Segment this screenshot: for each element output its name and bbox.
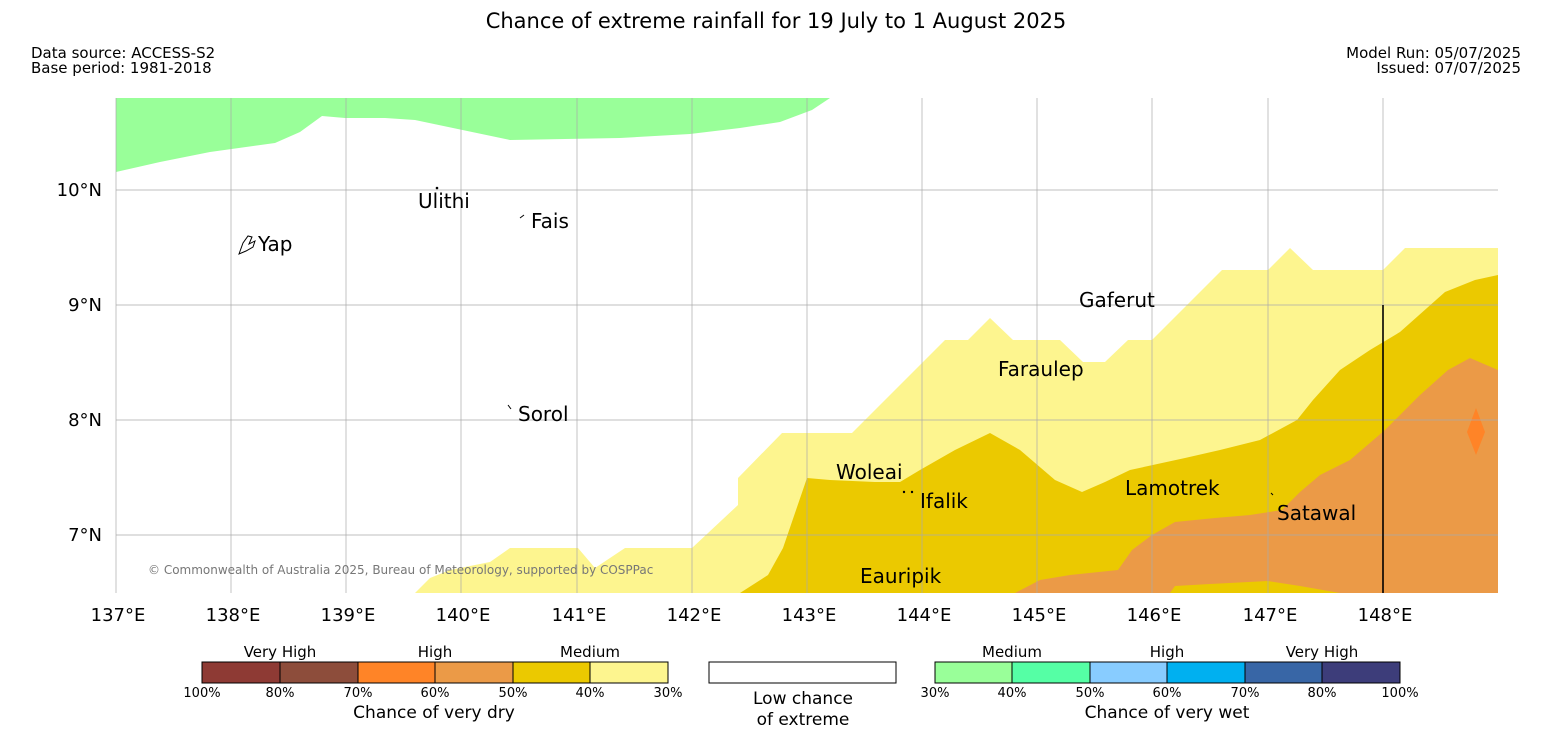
legend-wet-swatch xyxy=(934,661,1013,684)
legend-dry-swatch xyxy=(279,661,359,684)
legend-wet-swatch xyxy=(1321,661,1401,684)
legend-wet-category: Medium xyxy=(982,643,1042,661)
legend-wet-pct: 80% xyxy=(1308,686,1337,701)
lon-label: 146°E xyxy=(1127,605,1182,626)
legend-wet-category: Very High xyxy=(1286,643,1359,661)
lon-label: 139°E xyxy=(321,605,376,626)
island-markers xyxy=(238,186,1274,496)
lat-label: 9°N xyxy=(68,295,102,316)
lon-label: 138°E xyxy=(206,605,261,626)
legend-neutral: Low chance of extreme xyxy=(708,661,897,730)
island-label-ifalik: Ifalik xyxy=(920,489,968,513)
lon-label: 143°E xyxy=(782,605,837,626)
base-period: Base period: 1981-2018 xyxy=(31,59,212,77)
legend-dry-pct: 80% xyxy=(266,686,295,701)
dry-50-60-region xyxy=(1015,358,1498,593)
legend-dry-swatch xyxy=(589,661,669,684)
dry-60-70-region xyxy=(1467,408,1485,455)
lon-label: 140°E xyxy=(436,605,491,626)
legend-dry-pct: 70% xyxy=(344,686,373,701)
legend-neutral-line2: of extreme xyxy=(757,710,850,730)
meta-right: Model Run: 05/07/2025 Issued: 07/07/2025 xyxy=(1346,46,1521,76)
yap-island-icon xyxy=(238,235,256,255)
legend-wet-category: High xyxy=(1150,643,1184,661)
legend-neutral-line1: Low chance xyxy=(753,689,853,709)
legend-wet-pct: 50% xyxy=(1076,686,1105,701)
island-labels: Yap Ulithi Fais Sorol Gaferut Faraulep W… xyxy=(257,189,1356,588)
wet-medium-region xyxy=(116,98,830,172)
legend-wet-swatch xyxy=(1089,661,1168,684)
legend-wet-pct: 100% xyxy=(1381,686,1418,701)
data-source: Data source: ACCESS-S2 xyxy=(31,44,216,62)
legend-dry-pct: 100% xyxy=(183,686,220,701)
legend-wet-pct: 60% xyxy=(1153,686,1182,701)
lon-label: 145°E xyxy=(1012,605,1067,626)
island-label-ulithi: Ulithi xyxy=(418,189,470,213)
legend-wet-swatch xyxy=(1166,661,1246,684)
lon-label: 144°E xyxy=(897,605,952,626)
lon-label: 141°E xyxy=(552,605,607,626)
fais-island-icon xyxy=(519,214,525,219)
legend-wet-swatch xyxy=(1244,661,1323,684)
island-label-eauripik: Eauripik xyxy=(860,564,942,588)
legend-wet-swatch xyxy=(1011,661,1091,684)
legend-dry-pct: 60% xyxy=(421,686,450,701)
meta-left: Data source: ACCESS-S2 Base period: 1981… xyxy=(31,46,215,76)
legend-dry-category: High xyxy=(418,643,452,661)
lat-label: 7°N xyxy=(68,525,102,546)
longitude-labels: 137°E 138°E 139°E 140°E 141°E 142°E 143°… xyxy=(91,605,1413,626)
island-label-woleai: Woleai xyxy=(836,460,903,484)
map-title: Chance of extreme rainfall for 19 July t… xyxy=(485,9,1067,33)
ifalik-island-icon xyxy=(910,490,914,494)
legend-dry-category: Medium xyxy=(560,643,620,661)
legend-dry-swatch xyxy=(434,661,514,684)
legend-dry-swatch xyxy=(512,661,591,684)
ulithi-island-icon xyxy=(435,186,439,190)
legend-wet-pct: 70% xyxy=(1231,686,1260,701)
island-label-faraulep: Faraulep xyxy=(998,357,1084,381)
map-plot-area xyxy=(116,98,1498,593)
legend-wet-pct: 30% xyxy=(921,686,950,701)
legend-dry-pct: 40% xyxy=(576,686,605,701)
legend-dry-swatch xyxy=(201,661,281,684)
lat-label: 10°N xyxy=(57,180,102,201)
island-label-lamotrek: Lamotrek xyxy=(1125,476,1220,500)
issued-date: Issued: 07/07/2025 xyxy=(1376,59,1521,77)
legend-wet-label: Chance of very wet xyxy=(1085,703,1250,723)
legend-dry-label: Chance of very dry xyxy=(353,703,515,723)
lon-label: 142°E xyxy=(667,605,722,626)
lon-label: 148°E xyxy=(1358,605,1413,626)
legend-dry-pct: 30% xyxy=(654,686,683,701)
island-label-yap: Yap xyxy=(257,232,292,256)
copyright-text: © Commonwealth of Australia 2025, Bureau… xyxy=(148,563,653,577)
legend-dry-category: Very High xyxy=(244,643,317,661)
dry-50-60-bottom xyxy=(1170,581,1340,593)
legend-wet-pct: 40% xyxy=(998,686,1027,701)
legend-dry: Very High High Medium 100% 80% 70% 60% 5… xyxy=(183,643,682,723)
island-label-fais: Fais xyxy=(531,209,569,233)
legend-neutral-swatch xyxy=(708,661,897,684)
lon-label: 147°E xyxy=(1243,605,1298,626)
lon-label: 137°E xyxy=(91,605,146,626)
satawal-island-icon xyxy=(1270,492,1274,496)
island-label-satawal: Satawal xyxy=(1277,501,1356,525)
model-run: Model Run: 05/07/2025 xyxy=(1346,44,1521,62)
ifalik-island-icon xyxy=(902,490,906,494)
island-label-gaferut: Gaferut xyxy=(1079,288,1155,312)
latitude-labels: 10°N 9°N 8°N 7°N xyxy=(57,180,102,546)
legend-wet: Medium High Very High 30% 40% 50% 60% 70… xyxy=(921,643,1419,723)
legend-dry-swatch xyxy=(357,661,436,684)
legend-dry-pct: 50% xyxy=(499,686,528,701)
island-label-sorol: Sorol xyxy=(518,402,569,426)
sorol-island-icon xyxy=(507,404,512,410)
lat-label: 8°N xyxy=(68,410,102,431)
